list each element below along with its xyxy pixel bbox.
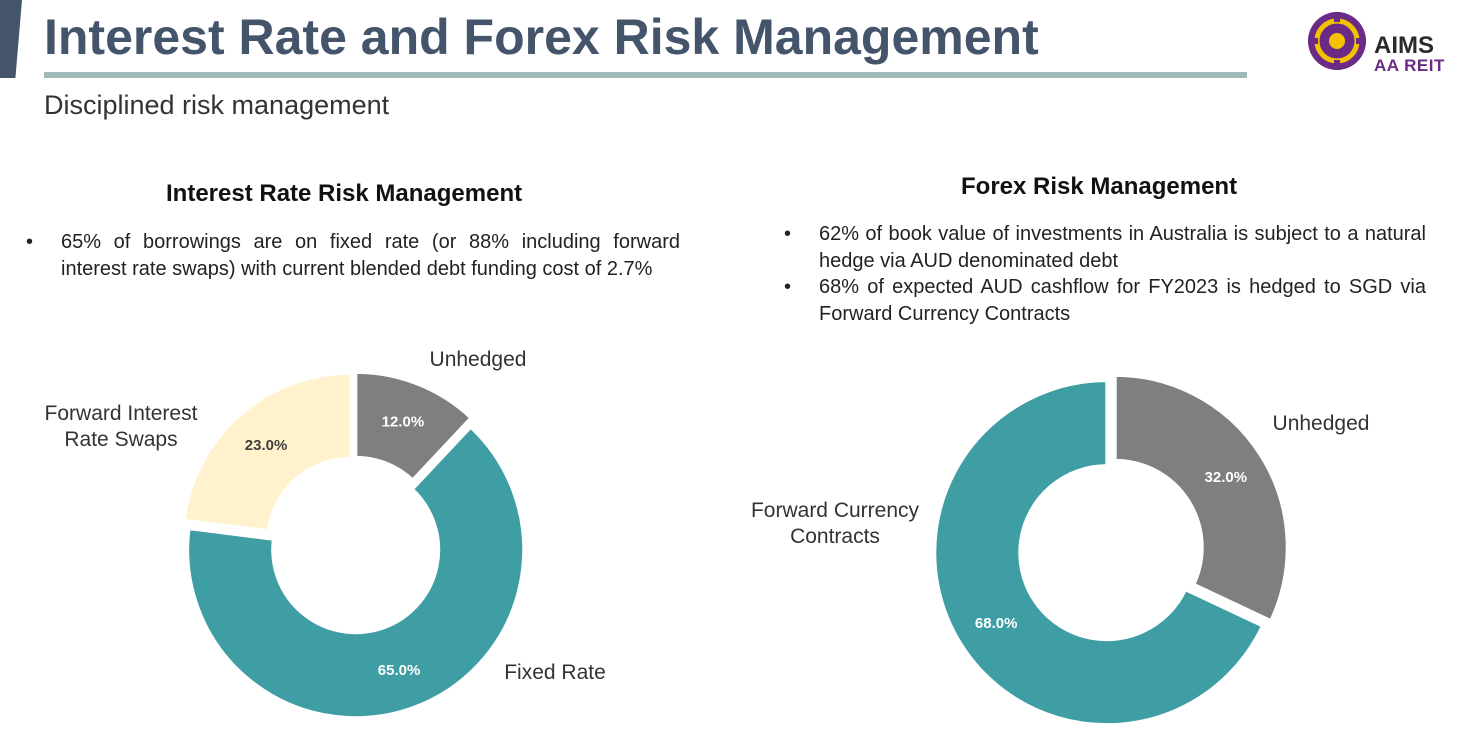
data-label-unhedged: 32.0% xyxy=(1205,469,1248,486)
forex-section-heading: Forex Risk Management xyxy=(961,173,1238,200)
interest-donut-chart: 12.0% 65.0% 23.0% xyxy=(182,370,526,720)
interest-bullet-list: 65% of borrowings are on fixed rate (or … xyxy=(26,229,680,282)
company-logo: AIMS AA REIT xyxy=(1306,10,1456,76)
interest-label-fixed: Fixed Rate xyxy=(504,661,606,684)
page-title: Interest Rate and Forex Risk Management xyxy=(44,9,1039,65)
forex-bullet-2: 68% of expected AUD cashflow for FY2023 … xyxy=(784,274,1426,327)
forex-bullet-1: 62% of book value of investments in Aust… xyxy=(784,221,1426,274)
donut-slice-fixed-rate xyxy=(186,425,526,720)
data-label-unhedged: 12.0% xyxy=(382,413,425,430)
aims-logo-icon xyxy=(1308,12,1366,70)
interest-label-swaps: Forward Interest Rate Swaps xyxy=(44,402,198,451)
forex-bullet-list: 62% of book value of investments in Aust… xyxy=(784,221,1426,327)
forex-donut-chart: 32.0% 68.0% xyxy=(933,373,1289,727)
donut-slice-forward-swaps xyxy=(182,371,353,533)
data-label-fixed-rate: 65.0% xyxy=(378,662,421,679)
donut-slice-unhedged xyxy=(354,370,473,482)
data-label-forward-currency-contracts: 68.0% xyxy=(975,615,1018,632)
interest-section-heading: Interest Rate Risk Management xyxy=(166,180,523,207)
interest-label-unhedged: Unhedged xyxy=(429,348,527,371)
donut-slice-unhedged xyxy=(1113,373,1289,623)
forex-label-fcc: Forward Currency Contracts xyxy=(750,499,920,548)
donut-slice-forward-currency-contracts xyxy=(933,379,1265,727)
interest-bullet-1: 65% of borrowings are on fixed rate (or … xyxy=(26,229,680,282)
data-label-forward-swaps: 23.0% xyxy=(245,437,288,454)
title-underline xyxy=(44,72,1247,78)
logo-text-aims: AIMS xyxy=(1374,32,1434,59)
page-subtitle: Disciplined risk management xyxy=(44,90,390,120)
logo-text-aareit: AA REIT xyxy=(1374,56,1445,75)
forex-label-unhedged: Unhedged xyxy=(1272,412,1370,435)
accent-bar xyxy=(0,0,22,78)
